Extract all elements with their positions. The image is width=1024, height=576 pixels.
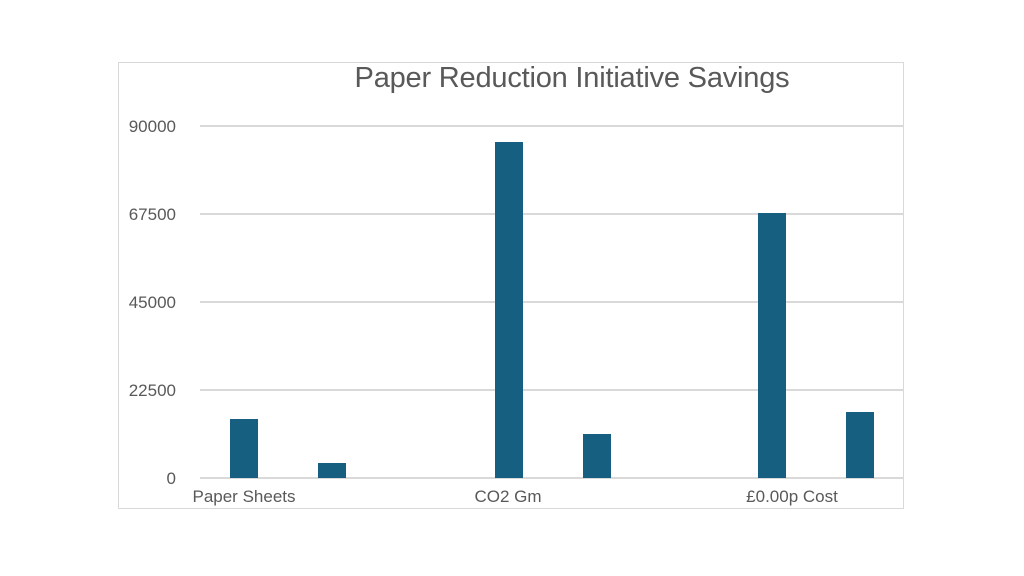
gridline-22500 [200, 389, 904, 391]
y-tick-label: 22500 [128, 381, 176, 400]
x-axis-line [200, 477, 904, 479]
bar-paper-sheets-series-1 [230, 418, 258, 478]
chart-title-text: Paper Reduction Initiative Savings [354, 62, 790, 94]
x-category-label: CO2 Gm [474, 487, 542, 506]
y-tick-label: 45000 [128, 293, 176, 312]
bar-paper-sheets-series-2 [318, 463, 346, 478]
y-tick-label: 67500 [128, 205, 176, 224]
bar--0-00p-cost-series-2 [846, 411, 874, 478]
bar-co2-gm-series-1 [495, 142, 523, 478]
gridline-45000 [200, 301, 904, 303]
gridline-90000 [200, 125, 904, 127]
y-tick-label: 0 [166, 469, 176, 488]
bar-co2-gm-series-2 [583, 434, 611, 478]
bar--0-00p-cost-series-1 [758, 213, 786, 478]
x-category-label: £0.00p Cost [746, 487, 838, 506]
y-tick-label: 90000 [128, 117, 176, 136]
x-category-label: Paper Sheets [192, 487, 296, 506]
chart-title: Paper Reduction Initiative Savings [0, 62, 1024, 95]
gridline-67500 [200, 213, 904, 215]
